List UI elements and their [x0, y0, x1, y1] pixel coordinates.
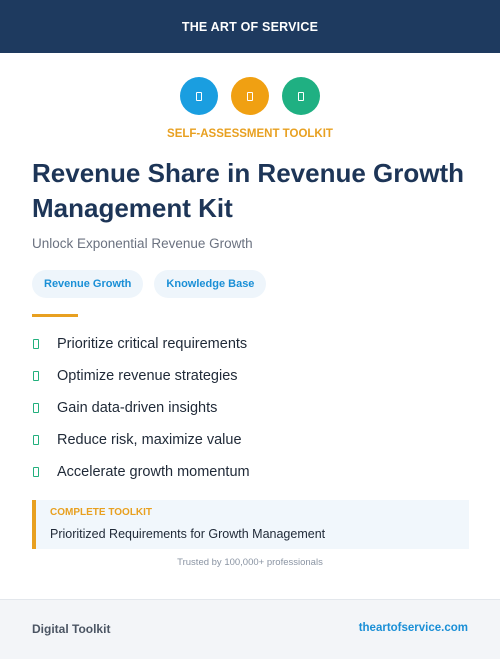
doc-icon: [231, 77, 269, 115]
trust-note: Trusted by 100,000+ professionals: [177, 557, 323, 568]
icon-row: [0, 77, 500, 115]
feature-text: Optimize revenue strategies: [57, 368, 238, 384]
doc-icon: [180, 77, 218, 115]
check-icon: [33, 371, 39, 381]
feature-list: Prioritize critical requirements Optimiz…: [32, 328, 250, 488]
check-icon: [33, 435, 39, 445]
footer: Digital Toolkit theartofservice.com: [0, 599, 500, 659]
toolkit-callout: COMPLETE TOOLKIT Prioritized Requirement…: [32, 500, 469, 549]
website-link[interactable]: theartofservice.com: [358, 622, 468, 634]
tag-revenue-growth[interactable]: Revenue Growth: [32, 270, 144, 298]
feature-item: Gain data-driven insights: [32, 392, 250, 424]
header-bar: THE ART OF SERVICE: [0, 0, 500, 53]
check-icon: [33, 339, 39, 349]
feature-item: Prioritize critical requirements: [32, 328, 250, 360]
page-subtitle: Unlock Exponential Revenue Growth: [32, 236, 253, 251]
feature-item: Optimize revenue strategies: [32, 360, 250, 392]
brand-name: THE ART OF SERVICE: [181, 19, 319, 34]
feature-text: Accelerate growth momentum: [57, 464, 250, 480]
callout-label: COMPLETE TOOLKIT: [50, 507, 153, 518]
feature-text: Prioritize critical requirements: [57, 336, 248, 352]
feature-text: Gain data-driven insights: [57, 400, 218, 416]
feature-item: Accelerate growth momentum: [32, 456, 250, 488]
footer-label: Digital Toolkit: [32, 622, 111, 636]
tag-knowledge-base[interactable]: Knowledge Base: [154, 270, 267, 298]
eyebrow-label: SELF-ASSESSMENT TOOLKIT: [167, 128, 333, 140]
feature-item: Reduce risk, maximize value: [32, 424, 250, 456]
feature-text: Reduce risk, maximize value: [57, 432, 242, 448]
page-title: Revenue Share in Revenue Growth Manageme…: [32, 158, 465, 223]
tag-list: Revenue Growth Knowledge Base: [32, 270, 267, 298]
doc-icon: [282, 77, 320, 115]
callout-text: Prioritized Requirements for Growth Mana…: [50, 527, 326, 541]
check-icon: [33, 403, 39, 413]
check-icon: [33, 467, 39, 477]
accent-divider: [32, 314, 78, 317]
